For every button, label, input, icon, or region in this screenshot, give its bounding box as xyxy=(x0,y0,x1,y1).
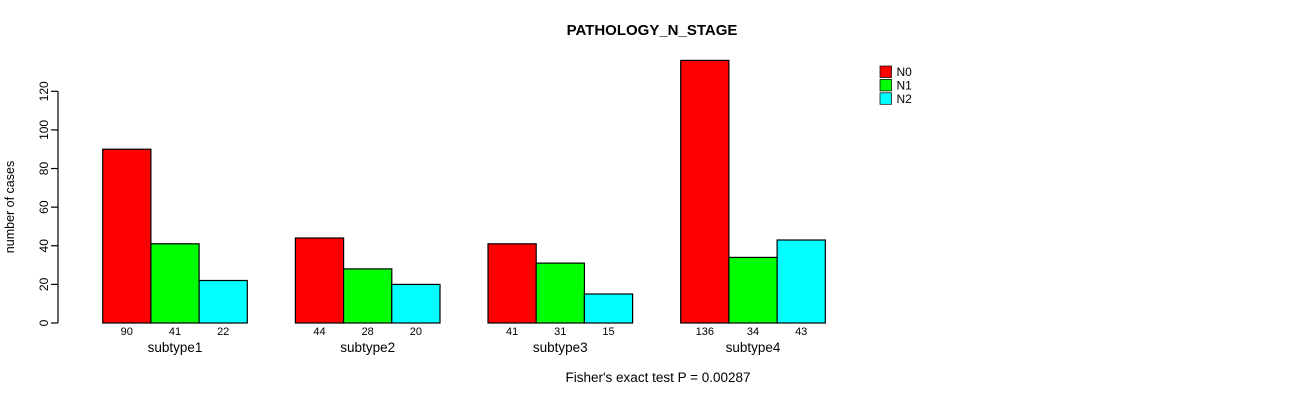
bar-N2-subtype3 xyxy=(583,293,634,324)
bar-value-label: 136 xyxy=(696,326,714,338)
bar-N1-subtype1 xyxy=(150,243,200,324)
legend-swatch-N2 xyxy=(879,92,892,105)
chart-title: PATHOLOGY_N_STAGE xyxy=(567,22,738,39)
category-labels: subtype1 subtype2 subtype3 subtype4 xyxy=(148,340,781,355)
bar-N0-subtype3 xyxy=(487,243,537,324)
y-axis: 0 20 40 60 80 100 120 xyxy=(37,81,59,326)
bar-value-label: 28 xyxy=(362,326,374,338)
category-label-subtype1: subtype1 xyxy=(148,340,203,355)
y-axis-tick-label: 80 xyxy=(37,162,51,176)
y-axis-tick-label: 100 xyxy=(37,120,51,140)
bar-value-label: 44 xyxy=(313,326,325,338)
bar-value-label: 41 xyxy=(506,326,518,338)
legend-swatch-N0 xyxy=(879,65,892,78)
bar-value-label: 20 xyxy=(410,326,422,338)
bars xyxy=(102,59,826,324)
bar-value-label: 15 xyxy=(602,326,614,338)
bar-N2-subtype4 xyxy=(776,239,826,324)
bar-N1-subtype2 xyxy=(343,268,393,324)
legend-label-N1: N1 xyxy=(897,78,913,92)
bar-value-label: 90 xyxy=(121,326,133,338)
bar-N0-subtype1 xyxy=(102,148,152,324)
y-axis-tick-label: 0 xyxy=(37,319,51,326)
y-axis-tick-label: 20 xyxy=(37,277,51,291)
y-axis-tick-label: 60 xyxy=(37,200,51,214)
category-label-subtype4: subtype4 xyxy=(726,340,781,355)
legend-label-N0: N0 xyxy=(897,65,913,79)
bar-value-label: 41 xyxy=(169,326,181,338)
footer-note: Fisher's exact test P = 0.00287 xyxy=(565,370,750,385)
bar-value-label: 31 xyxy=(554,326,566,338)
legend-label-N2: N2 xyxy=(897,92,913,106)
bar-N1-subtype3 xyxy=(535,262,586,324)
bar-N2-subtype1 xyxy=(198,279,248,324)
y-axis-tick-label: 120 xyxy=(37,81,51,101)
y-axis-tick-label: 40 xyxy=(37,239,51,253)
bar-value-label: 22 xyxy=(217,326,229,338)
bar-value-label: 34 xyxy=(747,326,759,338)
y-axis-label: number of cases xyxy=(3,161,17,253)
bar-value-label: 43 xyxy=(795,326,807,338)
category-label-subtype2: subtype2 xyxy=(340,340,395,355)
bar-N0-subtype2 xyxy=(294,237,345,324)
category-label-subtype3: subtype3 xyxy=(533,340,588,355)
bar-N2-subtype2 xyxy=(391,283,441,324)
bar-N1-subtype4 xyxy=(728,256,778,324)
bar-value-labels: 90 41 22 44 28 20 41 31 15 136 34 43 xyxy=(121,326,808,338)
legend-swatch-N1 xyxy=(879,79,892,92)
bar-N0-subtype4 xyxy=(680,59,730,324)
